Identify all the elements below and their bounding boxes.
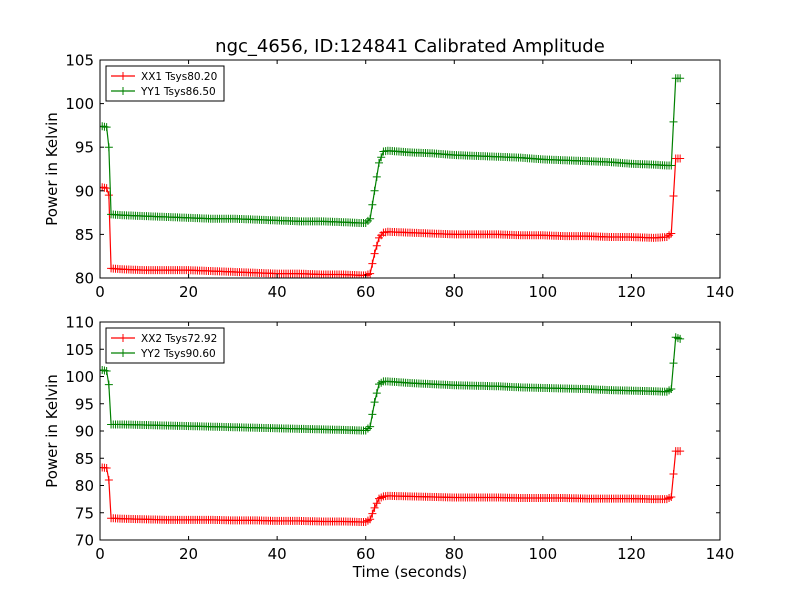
y-tick-label: 90 bbox=[75, 182, 94, 200]
y-tick-label: 75 bbox=[75, 504, 94, 522]
series-markers-yy1 bbox=[100, 74, 685, 228]
legend-label: YY2 Tsys90.60 bbox=[140, 348, 216, 360]
y-tick-label: 80 bbox=[75, 477, 94, 495]
y-tick-label: 95 bbox=[75, 395, 94, 413]
x-tick-label: 80 bbox=[445, 545, 464, 563]
y-tick-label: 100 bbox=[65, 368, 94, 386]
plot-panel-1: 0 20 40 60 80 100 120 140 80 85 90 95 100 105 Power in… bbox=[43, 52, 734, 302]
y-tick-label: 85 bbox=[75, 226, 94, 244]
x-axis-label: Time (seconds) bbox=[352, 563, 468, 581]
x-tick-label: 40 bbox=[268, 283, 287, 301]
y-tick-label: 110 bbox=[65, 314, 94, 332]
legend: XX2 Tsys72.92 YY2 Tsys90.60 bbox=[105, 327, 225, 364]
y-tick-label: 105 bbox=[65, 341, 94, 359]
chart-title: ngc_4656, ID:124841 Calibrated Amplitude bbox=[215, 36, 605, 57]
series-markers-yy2 bbox=[100, 333, 685, 435]
y-tick-label: 95 bbox=[75, 139, 94, 157]
series-markers-xx2 bbox=[100, 447, 685, 527]
y-tick-label: 80 bbox=[75, 270, 94, 288]
legend-label: YY1 Tsys86.50 bbox=[140, 86, 216, 98]
x-tick-label: 0 bbox=[95, 283, 105, 301]
legend-marker bbox=[119, 334, 127, 342]
y-tick-label: 85 bbox=[75, 450, 94, 468]
x-tick-label: 140 bbox=[706, 545, 735, 563]
y-tick-label: 90 bbox=[75, 423, 94, 441]
series-markers-xx1 bbox=[100, 154, 685, 278]
x-tick-label: 0 bbox=[95, 545, 105, 563]
x-tick-label: 40 bbox=[268, 545, 287, 563]
y-tick-label: 100 bbox=[65, 95, 94, 113]
legend-label: XX1 Tsys80.20 bbox=[141, 71, 217, 83]
legend-marker bbox=[119, 349, 127, 357]
y-tick-label: 70 bbox=[75, 532, 94, 550]
x-tick-label: 100 bbox=[529, 545, 558, 563]
x-tick-label: 60 bbox=[356, 545, 375, 563]
x-tick-label: 20 bbox=[179, 283, 198, 301]
x-tick-label: 80 bbox=[445, 283, 464, 301]
x-tick-label: 120 bbox=[617, 545, 646, 563]
axes-frame bbox=[99, 59, 721, 279]
x-tick-label: 60 bbox=[356, 283, 375, 301]
legend-box bbox=[105, 327, 225, 364]
x-tick-label: 140 bbox=[706, 283, 735, 301]
legend-box bbox=[105, 65, 225, 102]
series-group bbox=[100, 333, 685, 527]
x-tick-label: 20 bbox=[179, 545, 198, 563]
x-tick-label: 120 bbox=[617, 283, 646, 301]
legend: XX1 Tsys80.20 YY1 Tsys86.50 bbox=[105, 65, 225, 102]
y-axis-label: Power in Kelvin bbox=[43, 112, 61, 226]
x-tick-label: 100 bbox=[529, 283, 558, 301]
y-axis-label: Power in Kelvin bbox=[43, 374, 61, 488]
legend-marker bbox=[119, 87, 127, 95]
plot-panel-2: 0 20 40 60 80 100 120 140 70 75 80 85 90 95 100 105 110 P… bbox=[43, 314, 734, 582]
legend-label: XX2 Tsys72.92 bbox=[141, 333, 217, 345]
legend-marker bbox=[119, 72, 127, 80]
series-group bbox=[100, 74, 685, 278]
y-tick-label: 105 bbox=[65, 52, 94, 70]
